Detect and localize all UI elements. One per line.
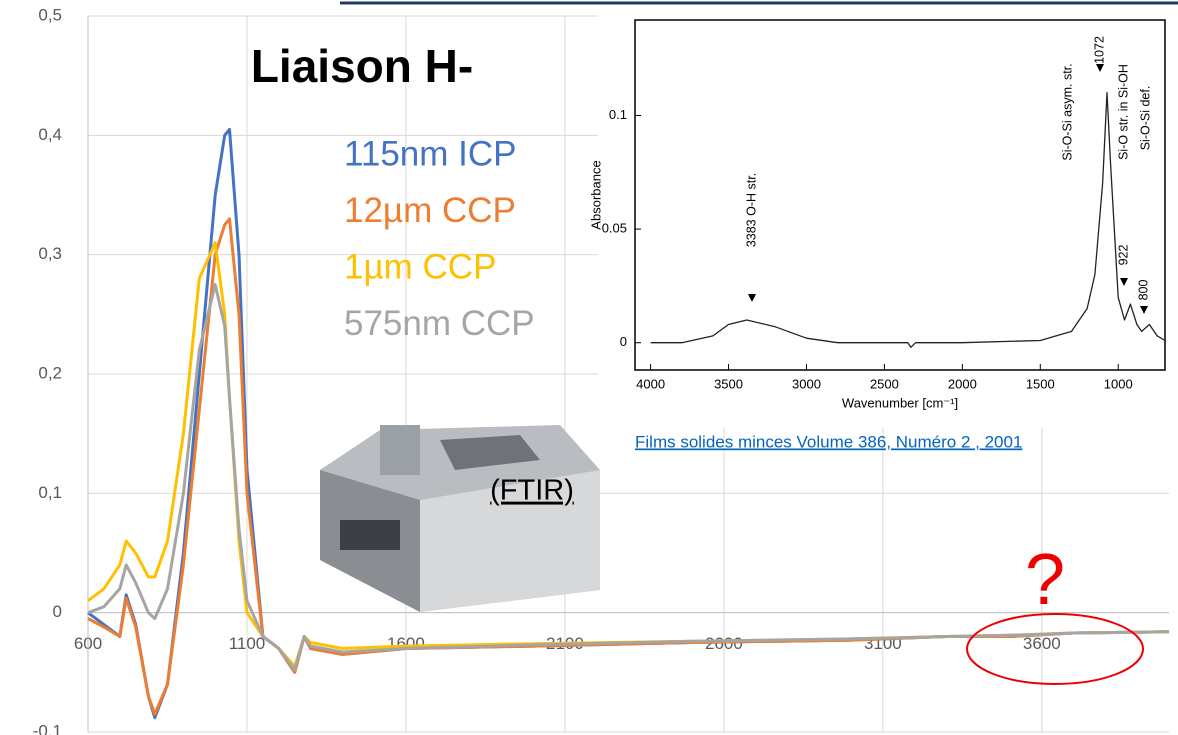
ftir-photo <box>320 425 600 612</box>
x-tick-label: 2500 <box>870 376 899 391</box>
legend-entry: 1µm CCP <box>344 247 496 286</box>
chart-title: Liaison H- <box>251 40 473 92</box>
peak-marker <box>1120 278 1128 286</box>
peak-annotation: 1072 <box>1092 36 1106 64</box>
peak-annotation: Si-O str. in Si-OH <box>1116 64 1130 160</box>
peak-marker <box>1140 306 1148 314</box>
peak-annotation: Si-O-Si asym. str. <box>1060 63 1074 160</box>
peak-marker <box>748 294 756 302</box>
y-tick-label: 0,5 <box>38 5 62 24</box>
y-tick-label: 0,2 <box>38 363 62 382</box>
peak-annotation: 3383 O-H str. <box>744 173 758 247</box>
y-tick-label: 0 <box>53 602 62 621</box>
peak-annotation: 800 <box>1136 280 1150 301</box>
x-tick-label: 4000 <box>636 376 665 391</box>
x-tick-label: 1100 <box>229 634 266 653</box>
highlight-ellipse <box>966 613 1144 685</box>
y-tick-label: -0,1 <box>33 721 62 735</box>
x-tick-label: 1500 <box>1026 376 1055 391</box>
legend-entry: 115nm ICP <box>344 134 517 173</box>
y-tick-label: 0,3 <box>38 244 62 263</box>
inset-frame <box>634 19 1166 371</box>
series-line <box>650 92 1166 348</box>
y-tick-label: 0 <box>620 334 627 349</box>
source-link: Films solides minces Volume 386, Numéro … <box>635 432 1022 451</box>
x-tick-label: 2600 <box>705 634 743 653</box>
y-tick-label: 0,4 <box>38 125 62 144</box>
x-tick-label: 3600 <box>1023 634 1061 653</box>
inset-chart: 0 0.05 0.1 4000 3500 3000 2500 2000 1500 1000 Wave… <box>588 8 1178 428</box>
x-axis-label: Wavenumber [cm⁻¹] <box>842 395 958 410</box>
inset-background <box>598 8 1178 428</box>
peak-annotation: Si-O-Si def. <box>1138 86 1152 151</box>
question-mark: ? <box>1025 540 1065 620</box>
y-axis-label: Absorbance <box>588 160 603 229</box>
x-tick-label: 3000 <box>792 376 821 391</box>
y-tick-label: 0,1 <box>38 483 62 502</box>
series-line <box>87 283 1170 672</box>
legend-entry: 12µm CCP <box>344 191 516 230</box>
y-tick-label: 0.1 <box>609 107 627 122</box>
x-tick-label: 2000 <box>948 376 977 391</box>
y-tick-label: 0.05 <box>602 221 627 236</box>
x-tick-label: 3500 <box>714 376 743 391</box>
ftir-label: (FTIR) <box>490 475 574 507</box>
legend-entry: 575nm CCP <box>344 304 535 343</box>
x-tick-label: 1000 <box>1104 376 1133 391</box>
peak-marker <box>1096 64 1104 72</box>
peak-annotation: 922 <box>1116 245 1130 266</box>
